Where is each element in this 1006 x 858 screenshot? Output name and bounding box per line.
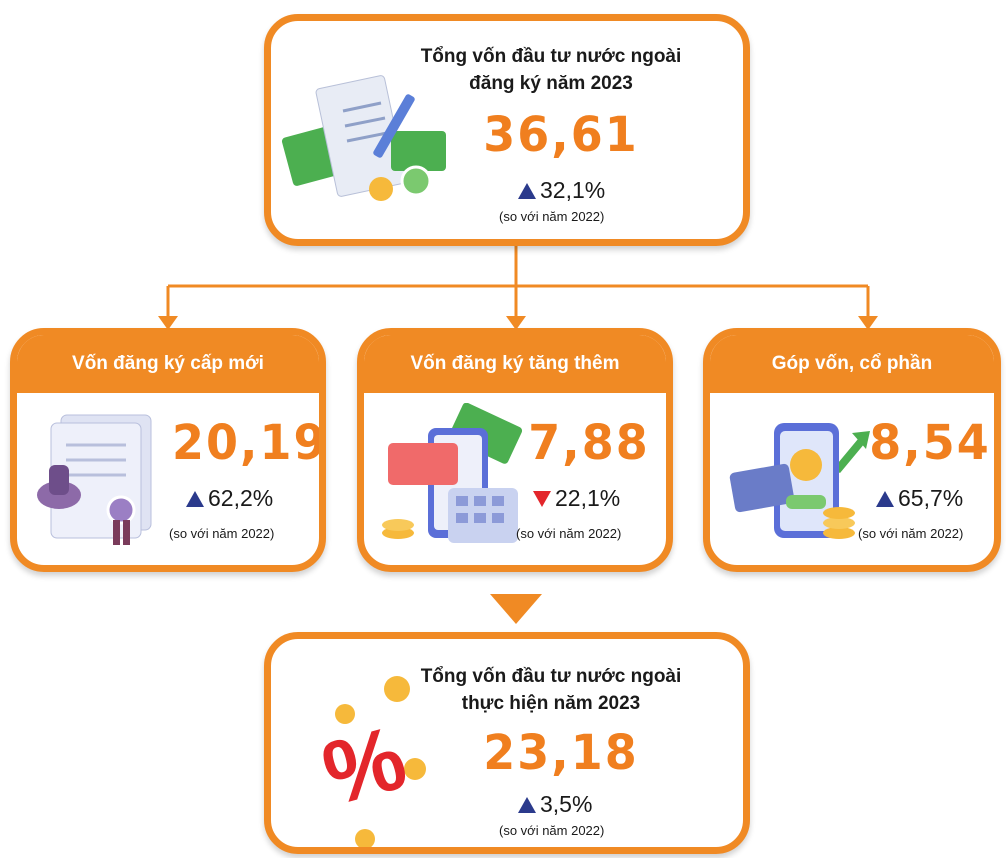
box-header: Góp vốn, cổ phần (710, 335, 994, 393)
note: (so với năm 2022) (499, 823, 605, 838)
illustration (729, 423, 870, 539)
change-value: 65,7% (898, 485, 964, 511)
up-arrow (518, 796, 536, 813)
change: 65,7% (875, 485, 963, 512)
box: Vốn đăng ký cấp mới 20,19 62,2% (so với … (10, 328, 326, 572)
change: 3,5% (517, 791, 592, 818)
box-header: Vốn đăng ký tăng thêm (364, 335, 666, 393)
change: 22,1% (532, 485, 620, 512)
bottom-box: % Tổng vốn đầu tư nước ngoài thực hiện n… (264, 632, 750, 854)
title-line: đăng ký năm 2023 (469, 73, 633, 94)
up-arrow (186, 490, 204, 507)
note: (so với năm 2022) (858, 526, 964, 541)
value: 20,19 (172, 413, 326, 471)
note: (so với năm 2022) (169, 526, 275, 541)
value: 23,18 (483, 723, 639, 781)
up-arrow (876, 490, 894, 507)
top-box: Tổng vốn đầu tư nước ngoài đăng ký năm 2… (264, 14, 750, 246)
title-line: thực hiện năm 2023 (461, 693, 641, 714)
value: 7,88 (528, 413, 650, 471)
box: Vốn đăng ký tăng thêm 7,88 22,1% (so với… (357, 328, 673, 572)
box-header: Vốn đăng ký cấp mới (17, 335, 319, 393)
value: 36,61 (483, 105, 639, 163)
percent-icon: % (313, 708, 416, 825)
illustration (37, 414, 152, 545)
box: Góp vốn, cổ phần 8,54 65,7% (so với năm … (703, 328, 1001, 572)
illustration: % (313, 676, 426, 847)
illustration (281, 75, 446, 201)
change-value: 3,5% (540, 791, 593, 817)
change-value: 22,1% (555, 485, 621, 511)
note: (so với năm 2022) (499, 209, 605, 224)
title-line: Tổng vốn đầu tư nước ngoài (420, 666, 682, 687)
change-value: 32,1% (540, 177, 606, 203)
up-arrow (518, 182, 536, 199)
illustration (382, 403, 523, 543)
change-value: 62,2% (208, 485, 274, 511)
down-arrow (533, 490, 551, 507)
value: 8,54 (869, 413, 991, 471)
title-line: Tổng vốn đầu tư nước ngoài (420, 46, 682, 67)
change: 62,2% (185, 485, 273, 512)
note: (so với năm 2022) (516, 526, 622, 541)
change: 32,1% (517, 177, 605, 204)
